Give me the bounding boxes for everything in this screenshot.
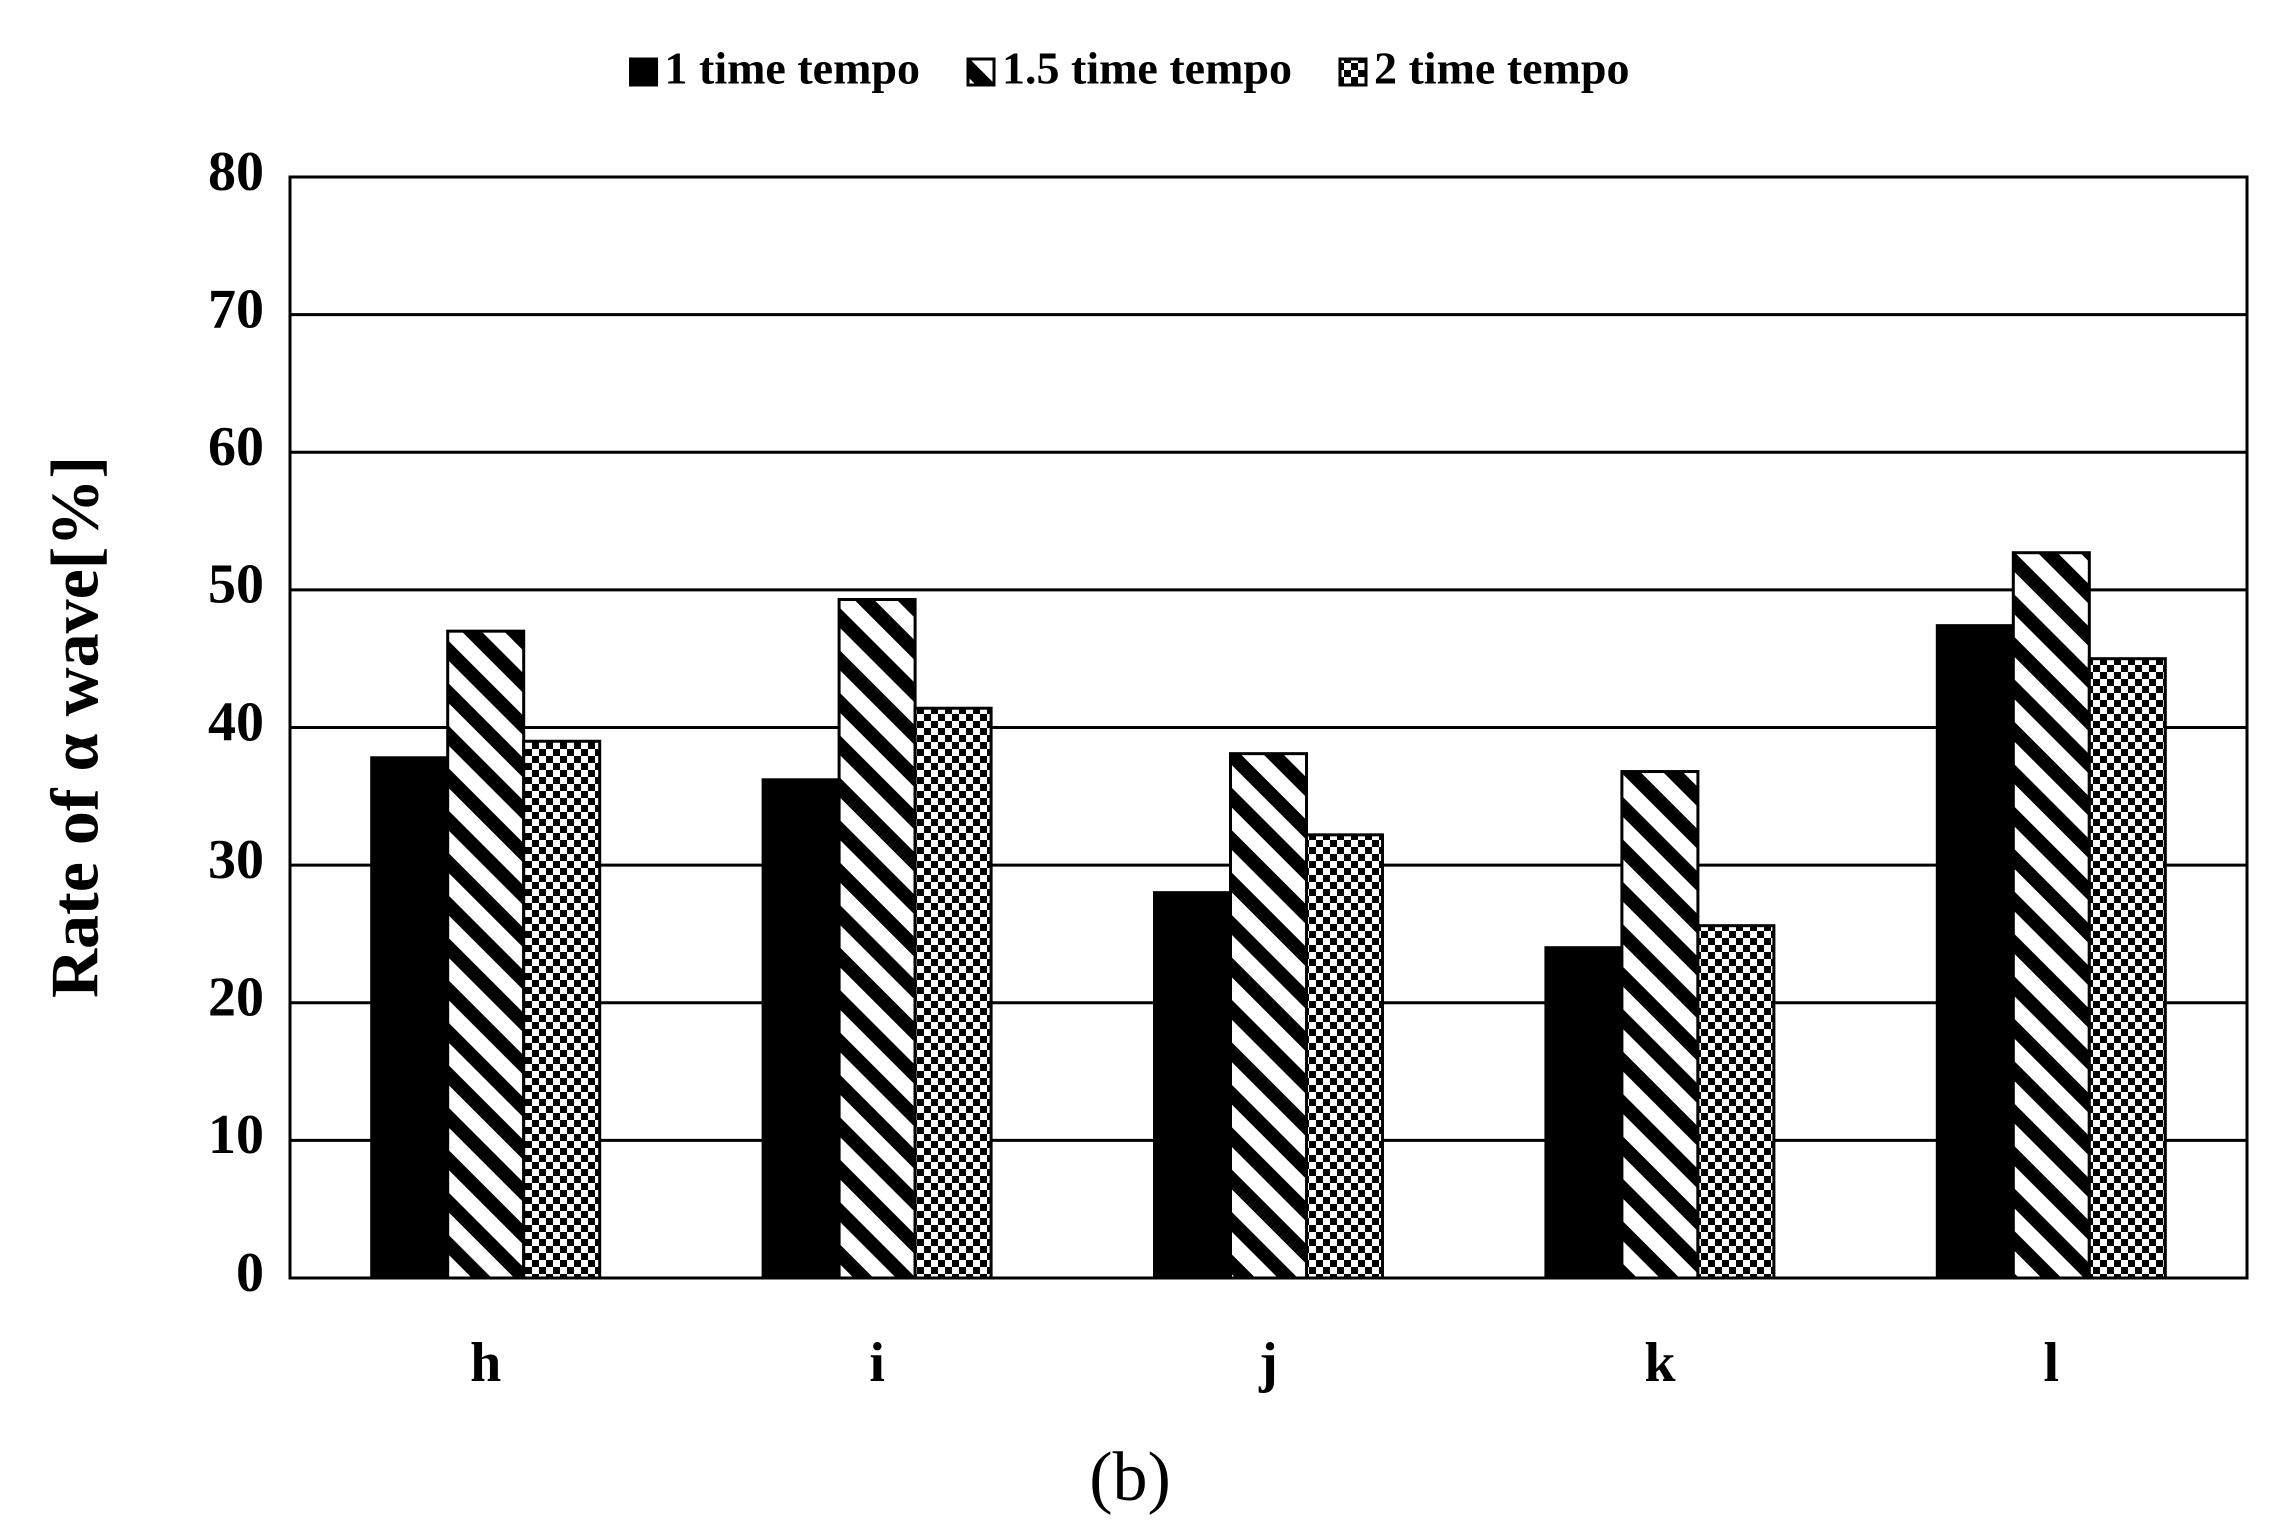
bar xyxy=(2011,551,2091,1280)
y-axis-title: Rate of α wave[%] xyxy=(37,456,113,998)
x-tick-label: i xyxy=(869,1332,885,1394)
legend-swatch xyxy=(629,57,659,87)
x-tick-label: j xyxy=(1258,1332,1278,1394)
bar xyxy=(446,629,526,1280)
legend-swatch xyxy=(1338,57,1368,87)
y-tick-label: 60 xyxy=(208,416,264,478)
bar xyxy=(837,598,917,1280)
bar xyxy=(1620,770,1700,1280)
caption: (b) xyxy=(1089,1439,1171,1516)
y-tick-label: 70 xyxy=(208,278,264,340)
bar xyxy=(370,756,450,1280)
y-tick-label: 30 xyxy=(208,829,264,891)
y-tick-label: 10 xyxy=(208,1104,264,1166)
bar xyxy=(1153,891,1232,1280)
y-tick-label: 0 xyxy=(236,1242,264,1304)
legend-label: 1.5 time tempo xyxy=(1002,43,1292,94)
y-tick-label: 50 xyxy=(208,554,264,616)
x-tick-label: k xyxy=(1644,1332,1676,1394)
x-tick-label: l xyxy=(2044,1332,2060,1394)
bar xyxy=(1935,624,2015,1280)
bar xyxy=(1696,924,1776,1280)
bar xyxy=(1544,946,1624,1280)
bar xyxy=(1305,833,1384,1280)
y-tick-label: 40 xyxy=(208,691,264,753)
bar xyxy=(522,739,602,1280)
legend-swatch xyxy=(966,57,996,87)
bar xyxy=(1229,752,1308,1280)
bar xyxy=(761,778,841,1280)
bar xyxy=(2087,657,2167,1280)
y-tick-label: 80 xyxy=(208,141,264,203)
legend-label: 1 time tempo xyxy=(665,43,920,94)
bar xyxy=(913,706,993,1280)
legend-label: 2 time tempo xyxy=(1374,43,1629,94)
y-tick-label: 20 xyxy=(208,967,264,1029)
x-tick-label: h xyxy=(470,1332,501,1394)
